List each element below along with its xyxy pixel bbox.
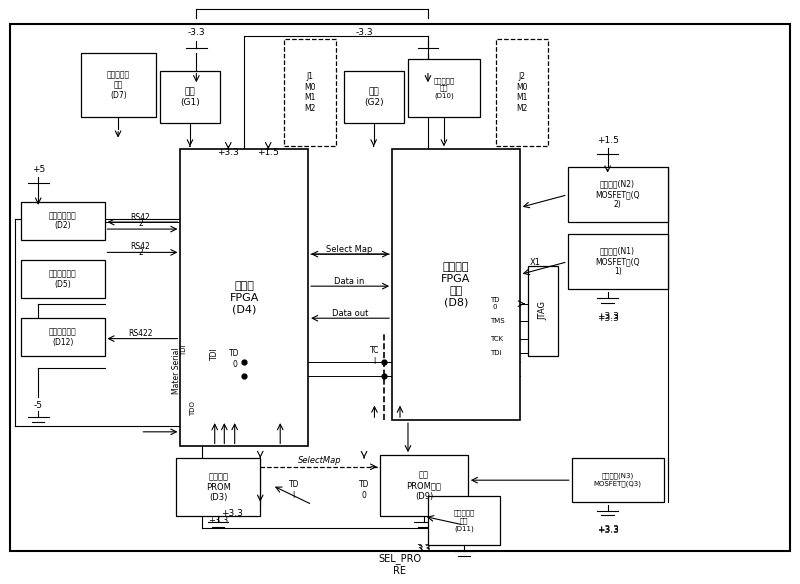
Text: X1: X1 bbox=[530, 258, 540, 267]
FancyBboxPatch shape bbox=[176, 458, 260, 516]
Text: 2: 2 bbox=[138, 248, 143, 257]
Text: +3.3: +3.3 bbox=[218, 148, 239, 157]
Text: 标识转变芯片
(D5): 标识转变芯片 (D5) bbox=[49, 269, 77, 288]
FancyBboxPatch shape bbox=[21, 201, 105, 239]
Text: 3.3: 3.3 bbox=[418, 545, 430, 554]
Text: TDI: TDI bbox=[490, 350, 502, 356]
Text: 协议转换芯片
(D2): 协议转换芯片 (D2) bbox=[49, 211, 77, 230]
Text: 控制器
FPGA
(D4): 控制器 FPGA (D4) bbox=[230, 281, 259, 314]
Text: +1.5: +1.5 bbox=[597, 136, 618, 145]
Text: -3.3: -3.3 bbox=[187, 28, 205, 37]
Text: +5: +5 bbox=[32, 165, 45, 174]
Text: 温度传感器
芯片
(D11): 温度传感器 芯片 (D11) bbox=[454, 510, 474, 531]
FancyBboxPatch shape bbox=[10, 24, 790, 551]
Text: 限流开关(N1)
MOSFET管(Q
1): 限流开关(N1) MOSFET管(Q 1) bbox=[595, 246, 640, 276]
Text: +3.3: +3.3 bbox=[222, 509, 243, 518]
FancyBboxPatch shape bbox=[344, 71, 404, 123]
Text: TCK: TCK bbox=[490, 336, 503, 342]
Text: Select Map: Select Map bbox=[326, 245, 373, 254]
Text: TD
0: TD 0 bbox=[490, 297, 500, 310]
Text: J2
M0
M1
M2: J2 M0 M1 M2 bbox=[516, 72, 527, 113]
Text: 温度补偿器
芯片
(D10): 温度补偿器 芯片 (D10) bbox=[434, 77, 454, 99]
Text: 限流开关(N3)
MOSFET管(Q3): 限流开关(N3) MOSFET管(Q3) bbox=[594, 473, 642, 487]
Text: +3.3: +3.3 bbox=[208, 516, 228, 525]
FancyBboxPatch shape bbox=[180, 150, 308, 446]
Text: -3.3: -3.3 bbox=[355, 28, 373, 37]
Text: JTAG: JTAG bbox=[538, 301, 547, 321]
Text: +3.3: +3.3 bbox=[597, 526, 618, 536]
Text: TDI: TDI bbox=[182, 345, 187, 356]
Text: RS422: RS422 bbox=[128, 329, 153, 339]
FancyBboxPatch shape bbox=[568, 234, 667, 289]
Text: 协议转换芯片
(D12): 协议转换芯片 (D12) bbox=[49, 328, 77, 347]
FancyBboxPatch shape bbox=[528, 266, 558, 356]
Text: TDI: TDI bbox=[210, 347, 219, 360]
FancyBboxPatch shape bbox=[496, 39, 548, 147]
Text: +3.3: +3.3 bbox=[597, 312, 618, 321]
Text: RS42: RS42 bbox=[130, 213, 150, 222]
FancyBboxPatch shape bbox=[408, 59, 480, 117]
FancyBboxPatch shape bbox=[568, 167, 667, 222]
Text: SelectMap: SelectMap bbox=[298, 457, 342, 465]
Text: 控制器的
PROM
(D3): 控制器的 PROM (D3) bbox=[206, 472, 230, 502]
FancyBboxPatch shape bbox=[161, 71, 220, 123]
FancyBboxPatch shape bbox=[380, 455, 468, 516]
Text: Data out: Data out bbox=[331, 309, 368, 318]
Text: Mater Serial: Mater Serial bbox=[172, 347, 181, 394]
FancyBboxPatch shape bbox=[392, 150, 520, 420]
Text: J1
M0
M1
M2: J1 M0 M1 M2 bbox=[305, 72, 316, 113]
Text: Data in: Data in bbox=[334, 277, 365, 286]
Text: 晶振
(G2): 晶振 (G2) bbox=[364, 87, 384, 106]
Text: +3.3: +3.3 bbox=[597, 314, 618, 323]
FancyBboxPatch shape bbox=[284, 39, 336, 147]
Text: RS42: RS42 bbox=[130, 242, 150, 251]
Text: TMS: TMS bbox=[490, 318, 505, 324]
Text: TC
I: TC I bbox=[370, 346, 379, 366]
FancyBboxPatch shape bbox=[21, 260, 105, 298]
FancyBboxPatch shape bbox=[428, 496, 500, 545]
Text: SEL_PRO
RE: SEL_PRO RE bbox=[378, 554, 422, 576]
FancyBboxPatch shape bbox=[81, 53, 157, 117]
FancyBboxPatch shape bbox=[21, 318, 105, 356]
Text: 3.3: 3.3 bbox=[417, 544, 431, 553]
Text: -5: -5 bbox=[34, 401, 42, 410]
Text: TD
0: TD 0 bbox=[359, 481, 370, 500]
Text: TD
0: TD 0 bbox=[230, 349, 240, 369]
Text: +3.3: +3.3 bbox=[597, 524, 618, 534]
Text: 2: 2 bbox=[138, 219, 143, 228]
Text: 限流开关(N2)
MOSFET管(Q
2): 限流开关(N2) MOSFET管(Q 2) bbox=[595, 179, 640, 209]
Text: TD
I: TD I bbox=[289, 481, 299, 500]
Text: 被测
PROM插座
(D9): 被测 PROM插座 (D9) bbox=[406, 471, 442, 500]
Text: 晶振
(G1): 晶振 (G1) bbox=[181, 87, 200, 106]
Text: +1.5: +1.5 bbox=[258, 148, 279, 157]
FancyBboxPatch shape bbox=[572, 458, 663, 502]
Text: TDO: TDO bbox=[190, 401, 196, 416]
Text: 频率滤波器
芯片
(D7): 频率滤波器 芯片 (D7) bbox=[107, 70, 130, 100]
Text: 被测芯片
FPGA
插座
(D8): 被测芯片 FPGA 插座 (D8) bbox=[442, 262, 470, 307]
